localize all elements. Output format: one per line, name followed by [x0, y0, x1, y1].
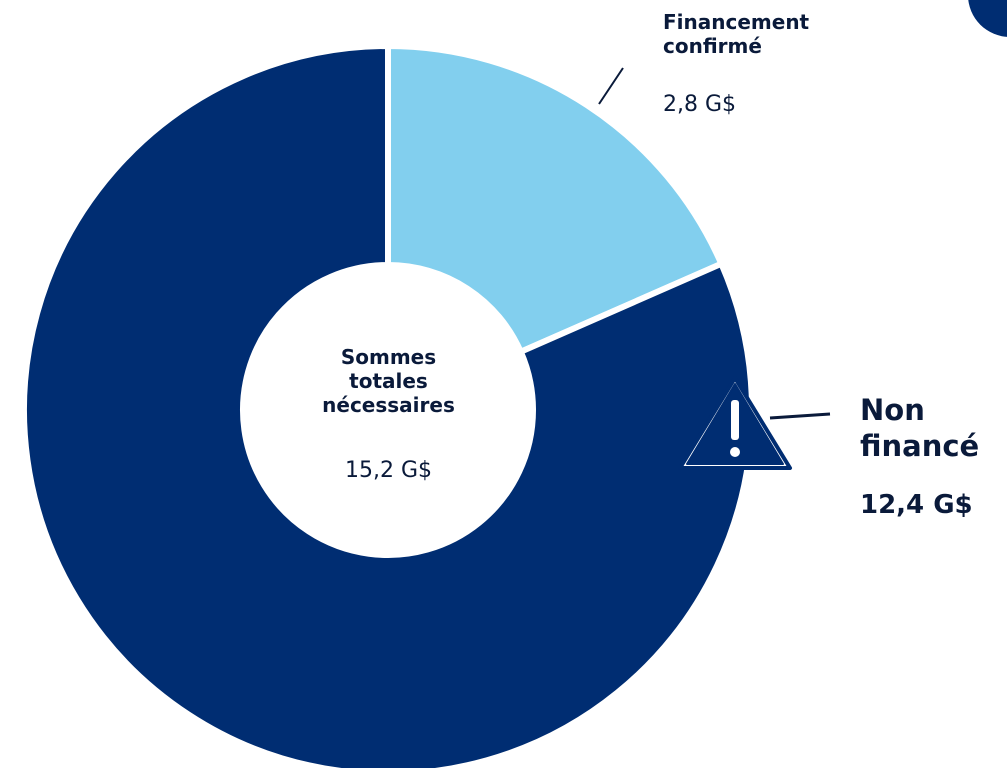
leader-line	[598, 67, 624, 105]
donut-slice	[21, 42, 755, 768]
center-value: 15,2 G$	[344, 458, 433, 483]
leader-line	[769, 412, 831, 420]
donut-slice	[385, 42, 726, 356]
slice-label: Non financé	[860, 393, 980, 464]
warning-icon	[678, 376, 792, 470]
slice-label: Financement confirmé	[663, 10, 810, 58]
decoration	[968, 0, 1007, 37]
value-label: 12,4 G$	[860, 490, 973, 520]
slices	[21, 42, 755, 768]
center-title: Sommes totales nécessaires	[322, 345, 455, 417]
value-label: 2,8 G$	[663, 92, 737, 117]
